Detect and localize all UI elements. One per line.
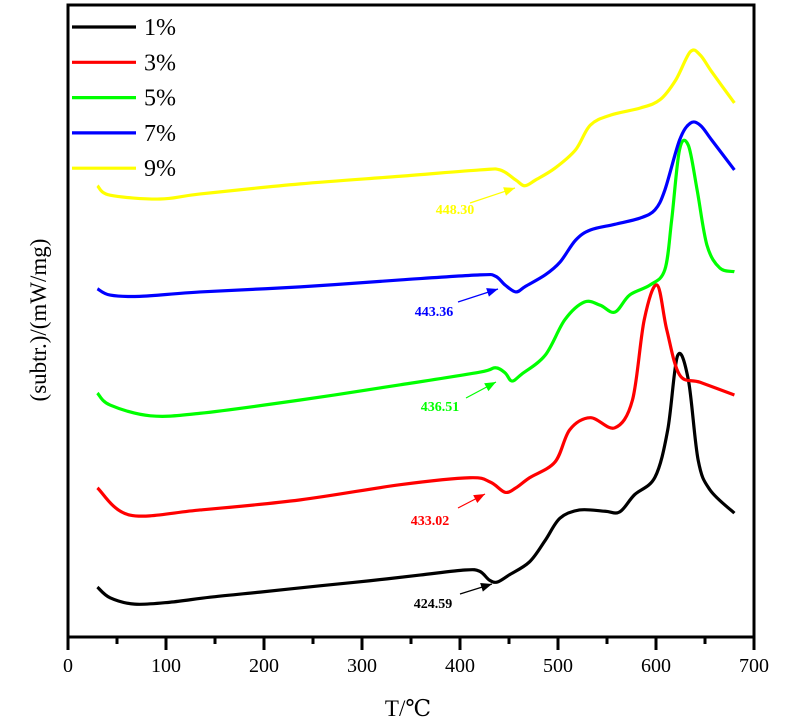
x-tick-label: 700 [739,655,769,677]
x-tick-label: 100 [151,655,181,677]
x-tick-label: 0 [63,655,73,677]
arrowhead-icon [484,382,496,392]
series-line-9pct [96,48,736,201]
legend-label: 5% [144,86,176,112]
y-axis-title: (subtr.)/(mW/mg) [26,239,51,402]
arrowhead-icon [473,494,485,504]
annotations-layer: 424.59 433.02 436.51 443.36 448.30 [411,187,516,612]
peak-annotation: 436.51 [421,400,460,415]
x-axis-title: T/℃ [385,696,431,721]
series-line-7pct [96,120,736,299]
series-line-5pct [96,138,735,418]
series-line-3pct [96,283,735,518]
x-tick-label: 300 [347,655,377,677]
arrowhead-icon [486,288,498,297]
legend-label: 3% [144,50,176,76]
legend-label: 7% [144,121,176,147]
series-line-1pct [96,351,736,606]
x-tick-label: 200 [249,655,279,677]
arrowhead-icon [503,187,515,196]
arrowhead-icon [480,582,492,592]
x-axis: 0 100 200 300 400 500 600 700 [63,637,769,677]
legend-label: 1% [144,15,176,41]
x-tick-label: 400 [445,655,475,677]
legend: 1% 3% 5% 7% 9% [72,15,176,182]
legend-label: 9% [144,156,176,182]
peak-annotation: 424.59 [414,597,453,612]
peak-annotation: 433.02 [411,514,450,529]
peak-annotation: 448.30 [436,203,475,218]
x-tick-label: 500 [543,655,573,677]
peak-annotation: 443.36 [415,305,454,320]
curves-layer [96,48,736,606]
x-tick-label: 600 [641,655,671,677]
